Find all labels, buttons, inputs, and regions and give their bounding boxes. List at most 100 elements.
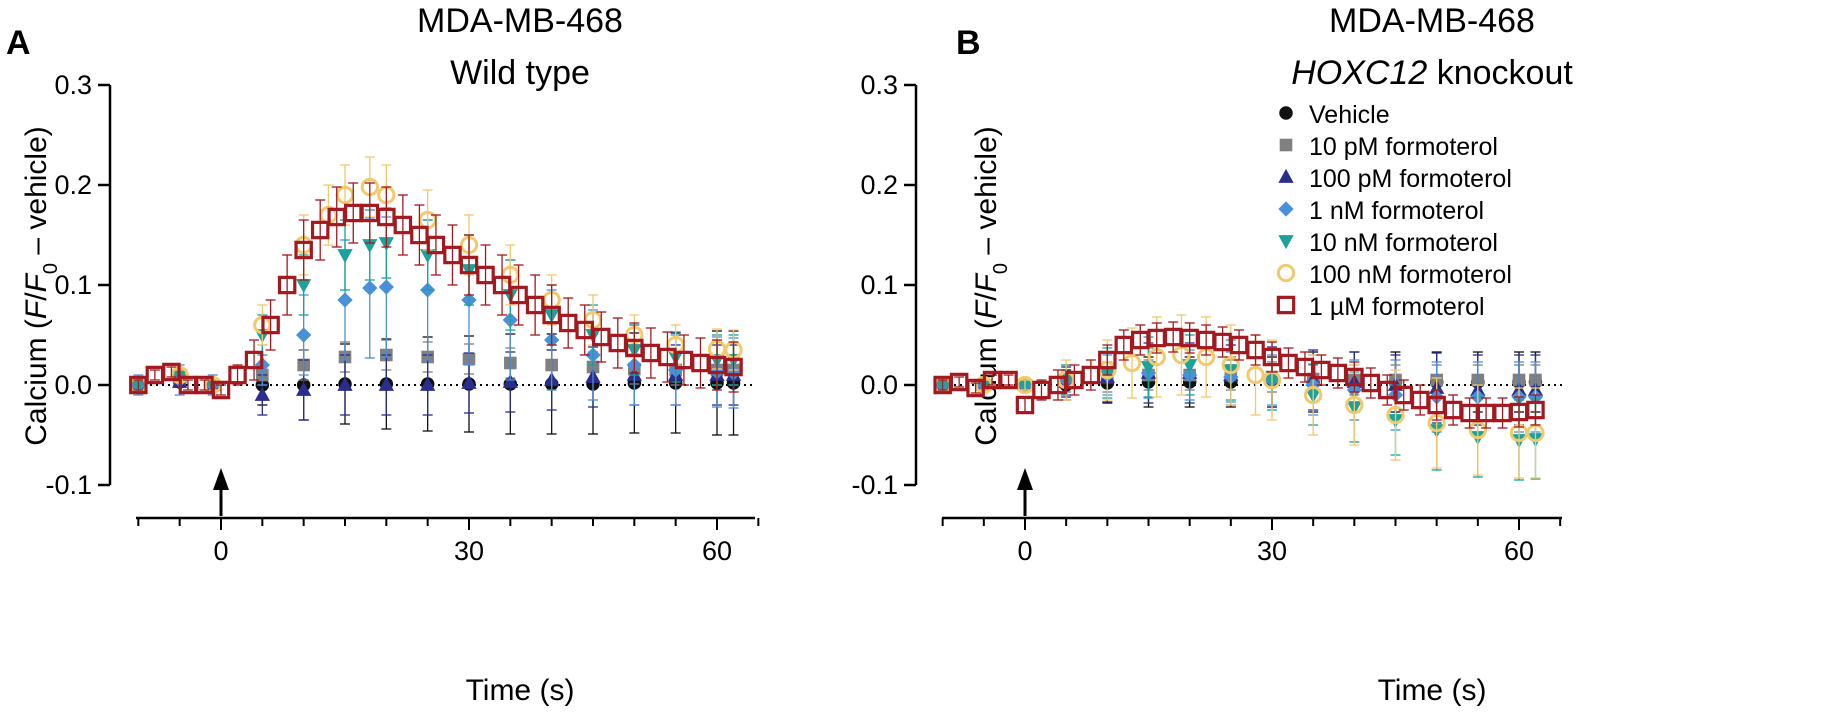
data-point [228,365,247,385]
y-tick-label: 0.1 [54,270,92,300]
ylabel-pre: Calcium ( [20,319,53,446]
chart-title-line2: HOXC12 knockout [1291,54,1573,92]
data-point [162,362,181,382]
panel-label: B [956,24,981,62]
legend-label-10-nm-formoterol: 10 nM formoterol [1309,229,1498,257]
x-tick-label: 30 [454,536,484,566]
axes: -0.1 0.0 0.1 0.2 0.3 0 30 60 [45,70,760,566]
data-point [525,295,545,315]
y-tick-label: -0.1 [45,470,92,500]
data-point [296,381,312,396]
data-point [337,376,353,391]
ylabel-f: F [970,299,1003,319]
y-tick-label: 0.1 [860,270,898,300]
data-point [393,215,413,235]
panel-a: A MDA-MB-468 Wild type Calcium (F/F0 – v… [6,2,760,707]
data-point [724,357,743,377]
data-point [1081,365,1101,385]
y-tick-label: 0.0 [860,370,898,400]
data-point [1526,400,1545,420]
data-point [129,375,148,395]
legend-swatch-1-nm-formoterol [1278,201,1294,217]
legend-swatch-10-pm-formoterol [1279,138,1293,152]
ylabel-f: F [20,299,53,319]
x-tick-label: 60 [702,536,732,566]
series-1-um-formoterol [129,182,743,400]
legend-label-1-nm-formoterol: 1 nM formoterol [1309,197,1484,225]
data-point [999,370,1018,390]
data-point [461,374,477,389]
ylabel-f0: F [20,272,53,292]
data-point [310,220,330,240]
data-point [294,240,313,260]
data-point [337,292,353,308]
data-point [459,255,479,275]
x-tick-label: 0 [213,536,228,566]
ylabel-post: – vehicle) [970,126,1003,263]
y-tick-label: 0.2 [54,170,92,200]
data-point [410,225,429,245]
chart-title-line1: MDA-MB-468 [417,2,623,40]
data-point [362,280,378,296]
y-tick-label: 0.3 [860,70,898,100]
legend-swatch-100-pm-formoterol [1278,168,1294,183]
axes: -0.1 0.0 0.1 0.2 0.3 0 30 60 [851,70,1562,566]
data-point [337,249,353,264]
stimulus-arrow-head [1017,468,1033,490]
data-point [1246,365,1265,385]
data-point [443,245,462,265]
x-tick-label: 60 [1504,536,1534,566]
y-tick-label: 0.0 [54,370,92,400]
data-point [1468,420,1487,440]
data-point [296,279,312,294]
legend-label-1-um-formoterol: 1 µM formoterol [1309,293,1485,321]
data-point [1221,355,1240,375]
data-point [261,315,280,335]
title-line2-plain: Wild type [450,54,590,92]
ylabel-sub: 0 [40,263,62,274]
stimulus-arrow-head [213,468,229,490]
data-point [1345,395,1364,415]
x-tick-label: 0 [1017,536,1032,566]
chart-title-line1: MDA-MB-468 [1329,2,1535,40]
legend-swatch-vehicle [1279,106,1293,120]
data-point [1304,385,1323,405]
data-point [211,380,231,400]
data-point [277,275,297,295]
data-point [378,376,394,391]
ylabel-slash: / [970,292,1003,301]
y-tick-label: -0.1 [851,470,898,500]
ylabel-f0: F [970,272,1003,292]
data-point [476,265,495,285]
y-axis-title: Calcium (F/F0 – vehicle) [20,126,62,446]
legend-swatch-100-nm-formoterol [1276,263,1296,283]
x-tick-label: 30 [1257,536,1287,566]
y-tick-label: 0.2 [860,170,898,200]
y-axis-title: Calcium (F/F0 – vehicle) [970,126,1012,446]
x-axis-title: Time (s) [466,674,575,707]
panel-label: A [6,24,31,62]
data-point [492,275,512,295]
series-1-um-formoterol [933,321,1545,429]
legend-swatch-1-um-formoterol [1276,295,1296,315]
data-point [254,386,270,401]
data-point [420,376,436,391]
ylabel-slash: / [20,292,53,301]
y-tick-label: 0.3 [54,70,92,100]
data-point [509,285,528,305]
data-point [1098,350,1117,370]
legend-swatch-10-nm-formoterol [1278,235,1294,250]
legend: Vehicle 10 pM formoterol 100 pM formoterol… [1276,101,1512,321]
data-point [244,350,264,370]
title-line2-rest: knockout [1427,54,1573,92]
legend-label-100-pm-formoterol: 100 pM formoterol [1309,165,1512,193]
data-point [1386,405,1405,425]
data-point [1015,395,1035,415]
panel-b: B MDA-MB-468 HOXC12 knockout Calcium (F/… [851,2,1573,707]
ylabel-sub: 0 [990,263,1012,274]
chart-title-line2: Wild type [450,54,590,92]
x-axis-title: Time (s) [1378,674,1487,707]
data-point [502,373,518,388]
data-point [1122,353,1142,373]
